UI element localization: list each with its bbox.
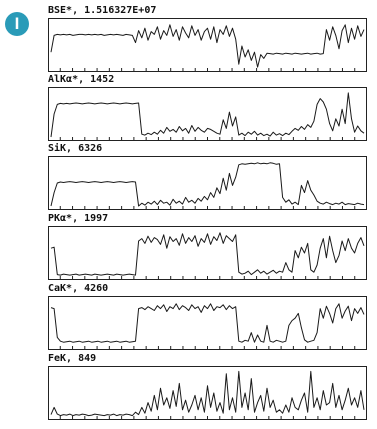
plot-frame xyxy=(48,366,367,420)
panel-title: AlKα*, 1452 xyxy=(48,74,115,85)
figure-label-badge: I xyxy=(5,12,29,36)
series-line xyxy=(50,92,365,138)
spectrum-panel: BSE*, 1.516327E+07 xyxy=(48,5,367,73)
plot-area xyxy=(48,87,367,141)
plot-area xyxy=(48,366,367,420)
series-line xyxy=(50,24,365,68)
series-line xyxy=(50,232,365,276)
panel-title: FeK, 849 xyxy=(48,353,97,364)
panel-title: BSE*, 1.516327E+07 xyxy=(48,5,157,16)
panel-title: SiK, 6326 xyxy=(48,143,103,154)
series-line xyxy=(50,162,365,207)
plot-frame xyxy=(48,18,367,72)
spectrum-panel: CaK*, 4260 xyxy=(48,283,367,351)
series-line xyxy=(50,303,365,343)
plot-area xyxy=(48,156,367,210)
plot-frame xyxy=(48,87,367,141)
plot-frame xyxy=(48,156,367,210)
spectrum-panel: SiK, 6326 xyxy=(48,143,367,211)
figure-label-text: I xyxy=(14,14,20,33)
series-line xyxy=(50,370,365,417)
plot-area xyxy=(48,296,367,350)
spectrum-panel: AlKα*, 1452 xyxy=(48,74,367,142)
spectrum-panel: PKα*, 1997 xyxy=(48,213,367,281)
plot-area xyxy=(48,226,367,280)
panel-title: PKα*, 1997 xyxy=(48,213,109,224)
plot-area xyxy=(48,18,367,72)
spectrum-panel: FeK, 849 xyxy=(48,353,367,421)
panel-title: CaK*, 4260 xyxy=(48,283,109,294)
